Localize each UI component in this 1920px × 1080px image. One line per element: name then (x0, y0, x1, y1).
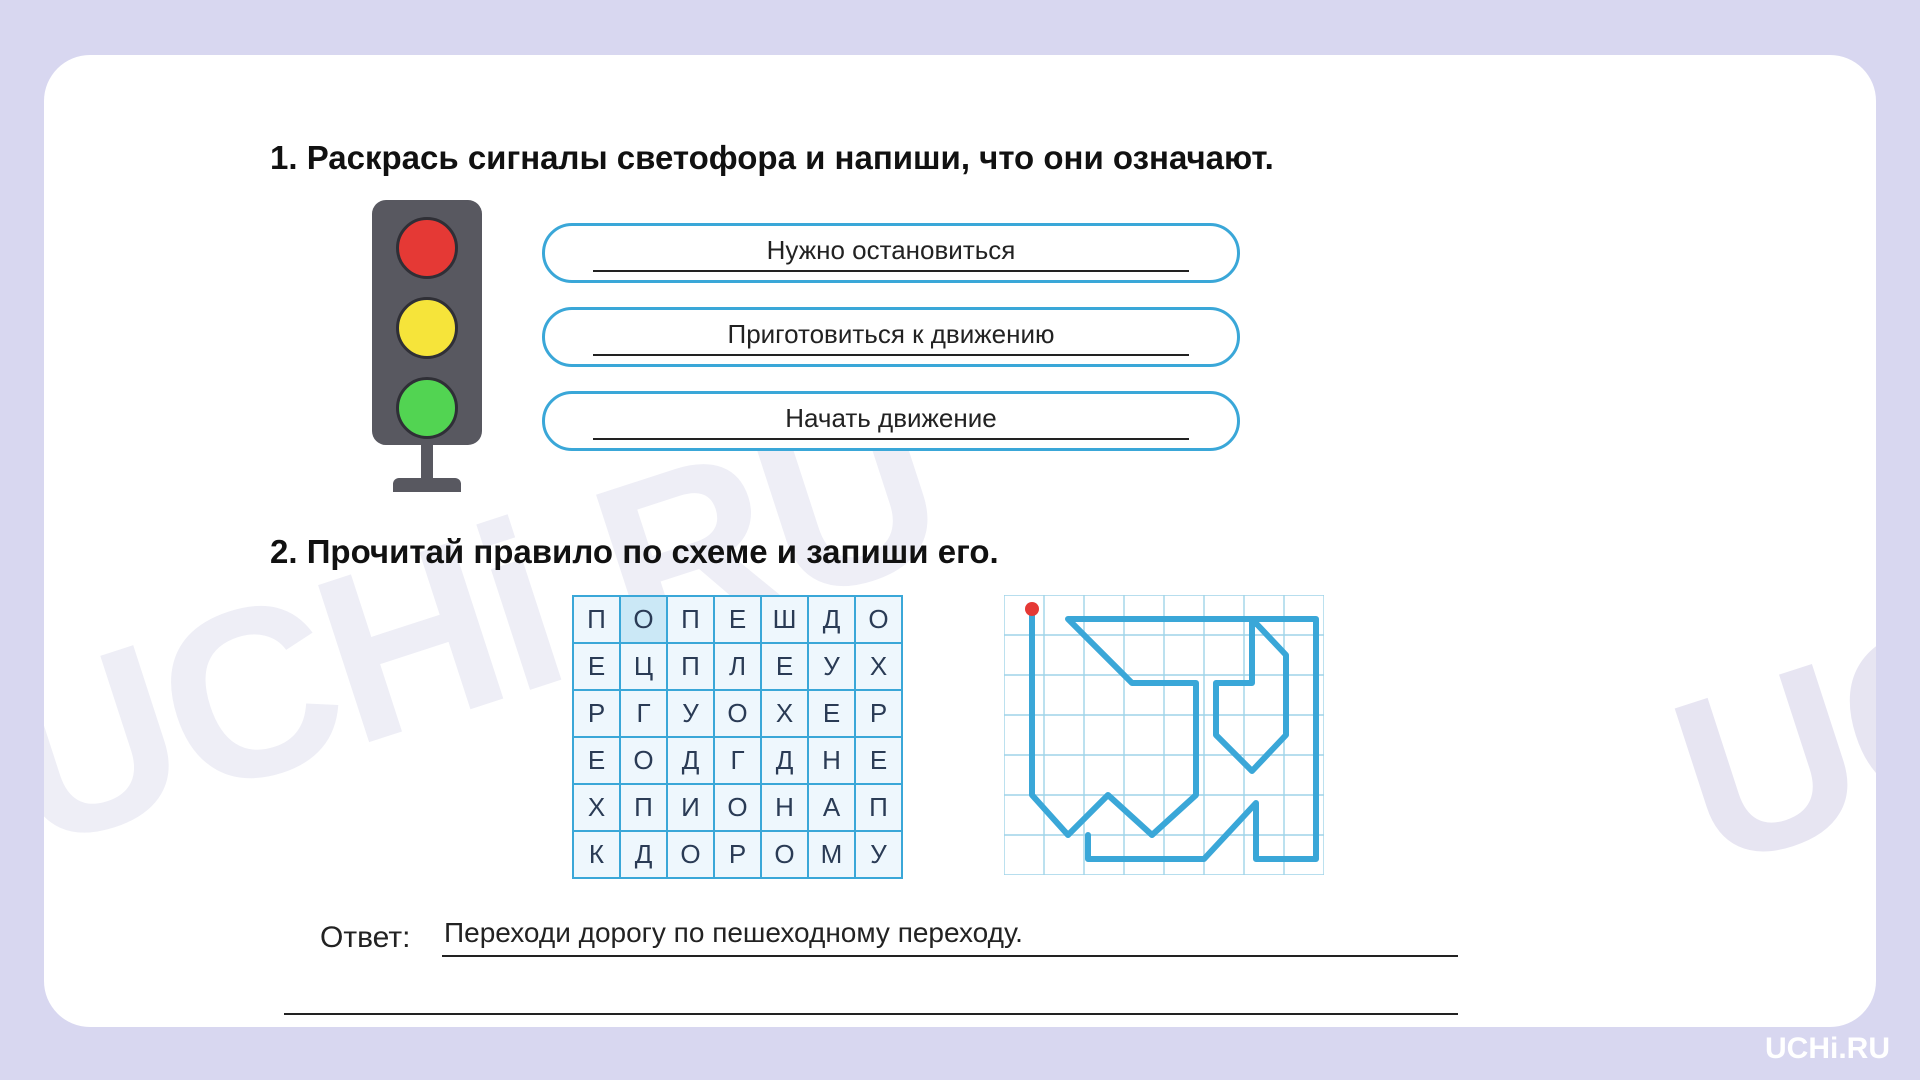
letter-cell: П (667, 596, 714, 643)
letter-cell: Х (761, 690, 808, 737)
letter-grid: ПОПЕШДОЕЦПЛЕУХРГУОХЕРЕОДГДНЕХПИОНАПКДОРО… (572, 595, 903, 879)
letter-cell: Ш (761, 596, 808, 643)
task2-text: Прочитай правило по схеме и запиши его. (307, 533, 999, 570)
answer-text: Переходи дорогу по пешеходному переходу. (444, 917, 1023, 949)
letter-cell: Д (667, 737, 714, 784)
answer-line-1 (442, 955, 1458, 957)
letter-cell: Е (714, 596, 761, 643)
letter-cell: Р (573, 690, 620, 737)
task2-title: 2. Прочитай правило по схеме и запиши ег… (270, 533, 999, 571)
letter-cell: Г (714, 737, 761, 784)
letter-cell: М (808, 831, 855, 878)
letter-cell: О (667, 831, 714, 878)
task1-number: 1. (270, 139, 298, 176)
signal-meaning-red: Нужно остановиться (542, 223, 1240, 283)
letter-cell: У (667, 690, 714, 737)
letter-cell: Р (855, 690, 902, 737)
answer-label: Ответ: (320, 921, 410, 955)
letter-cell: О (855, 596, 902, 643)
traffic-light (372, 200, 482, 492)
signal-meaning-red-label: Нужно остановиться (593, 235, 1188, 272)
letter-cell: П (573, 596, 620, 643)
letter-cell: Н (761, 784, 808, 831)
letter-cell: Е (855, 737, 902, 784)
letter-cell: Д (808, 596, 855, 643)
letter-cell: О (620, 596, 667, 643)
letter-cell: О (761, 831, 808, 878)
letter-cell: Е (761, 643, 808, 690)
brand-logo: UCHi.RU (1765, 1032, 1890, 1066)
task1-title: 1. Раскрась сигналы светофора и напиши, … (270, 139, 1274, 177)
letter-cell: И (667, 784, 714, 831)
letter-cell: А (808, 784, 855, 831)
letter-cell: Д (620, 831, 667, 878)
letter-cell: У (855, 831, 902, 878)
signal-meaning-yellow-label: Приготовиться к движению (593, 319, 1188, 356)
traffic-light-red (396, 217, 458, 279)
letter-cell: Е (808, 690, 855, 737)
letter-cell: П (667, 643, 714, 690)
letter-cell: Г (620, 690, 667, 737)
answer-line-2 (284, 1013, 1458, 1015)
letter-cell: Л (714, 643, 761, 690)
worksheet-card: UCHi.RU UCH 1. Раскрась сигналы светофор… (44, 55, 1876, 1027)
letter-cell: Х (855, 643, 902, 690)
letter-cell: О (714, 690, 761, 737)
letter-cell: К (573, 831, 620, 878)
watermark-right: UCH (1644, 504, 1876, 923)
task1-text: Раскрась сигналы светофора и напиши, что… (307, 139, 1274, 176)
letter-cell: У (808, 643, 855, 690)
letter-cell: Р (714, 831, 761, 878)
letter-cell: Е (573, 643, 620, 690)
letter-cell: Х (573, 784, 620, 831)
signal-meaning-yellow: Приготовиться к движению (542, 307, 1240, 367)
letter-cell: П (620, 784, 667, 831)
letter-cell: Ц (620, 643, 667, 690)
letter-cell: Д (761, 737, 808, 784)
traffic-light-base (393, 478, 461, 492)
traffic-light-green (396, 377, 458, 439)
letter-cell: О (714, 784, 761, 831)
signal-meaning-green-label: Начать движение (593, 403, 1188, 440)
letter-cell: Е (573, 737, 620, 784)
traffic-light-yellow (396, 297, 458, 359)
letter-cell: Н (808, 737, 855, 784)
letter-cell: П (855, 784, 902, 831)
letter-cell: О (620, 737, 667, 784)
traffic-light-leg (421, 445, 433, 480)
maze-diagram (1004, 595, 1324, 875)
task2-number: 2. (270, 533, 298, 570)
signal-meaning-green: Начать движение (542, 391, 1240, 451)
